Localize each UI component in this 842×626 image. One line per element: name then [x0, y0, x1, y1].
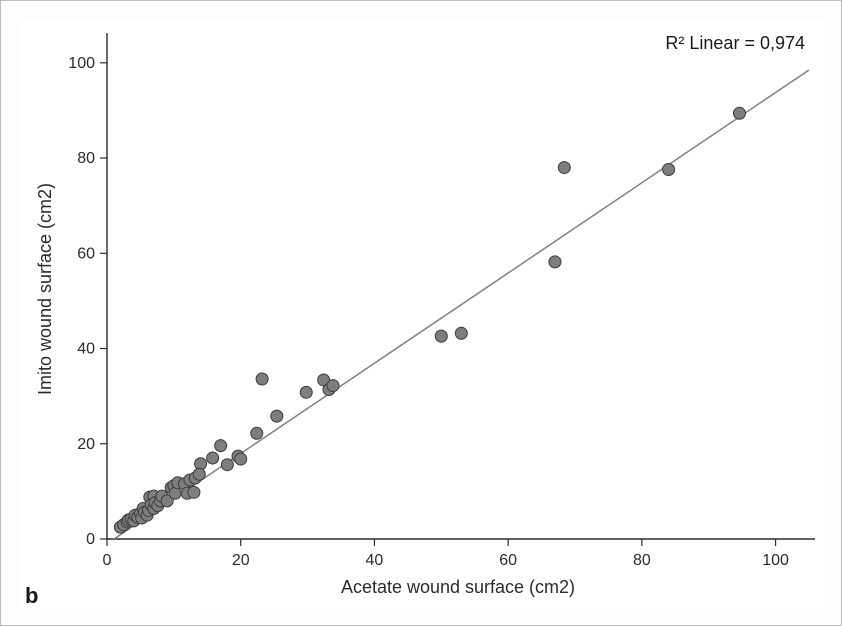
chart-container: 0 20 40 60 80 100 0 20 40 60 80 100 Acetate wound su… — [19, 19, 823, 607]
x-tick-label: 0 — [103, 552, 112, 569]
scatter-point — [435, 330, 447, 342]
y-tick-label: 60 — [77, 245, 95, 262]
x-tick-label: 60 — [499, 552, 517, 569]
x-tick-label: 20 — [232, 552, 250, 569]
x-tick-label: 100 — [762, 552, 789, 569]
figure-frame: 0 20 40 60 80 100 0 20 40 60 80 100 Acetate wound su… — [0, 0, 842, 626]
x-tick-label: 40 — [366, 552, 384, 569]
scatter-point — [207, 452, 219, 464]
panel-label: b — [25, 583, 38, 608]
scatter-point — [221, 459, 233, 471]
scatter-point — [549, 256, 561, 268]
r-squared-annotation: R² Linear = 0,974 — [665, 33, 805, 53]
y-tick-label: 0 — [86, 531, 95, 548]
scatter-point — [235, 453, 247, 465]
y-tick-label: 80 — [77, 150, 95, 167]
scatter-point — [455, 327, 467, 339]
scatter-point — [663, 163, 675, 175]
x-axis-label: Acetate wound surface (cm2) — [341, 577, 575, 597]
y-tick-label: 100 — [68, 55, 95, 72]
scatter-point — [300, 386, 312, 398]
scatter-point — [251, 427, 263, 439]
y-axis-label: Imito wound surface (cm2) — [35, 183, 55, 395]
scatter-point — [256, 373, 268, 385]
scatter-chart: 0 20 40 60 80 100 0 20 40 60 80 100 Acetate wound su… — [19, 19, 825, 609]
scatter-point — [271, 410, 283, 422]
scatter-point — [215, 440, 227, 452]
scatter-point — [327, 380, 339, 392]
scatter-point — [733, 107, 745, 119]
scatter-point — [558, 162, 570, 174]
x-tick-label: 80 — [633, 552, 651, 569]
scatter-point — [193, 468, 205, 480]
y-tick-label: 20 — [77, 436, 95, 453]
y-tick-label: 40 — [77, 341, 95, 358]
scatter-point — [188, 486, 200, 498]
